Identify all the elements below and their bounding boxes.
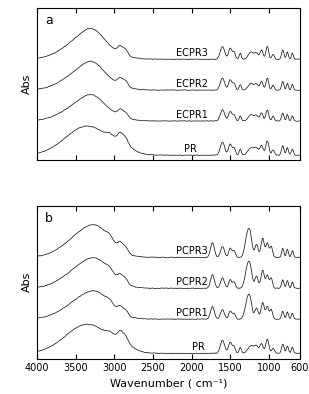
Text: PCPR3: PCPR3 xyxy=(176,246,208,256)
Y-axis label: Abs: Abs xyxy=(22,272,32,292)
Text: PCPR1: PCPR1 xyxy=(176,308,208,318)
Text: b: b xyxy=(45,212,53,225)
Text: ECPR3: ECPR3 xyxy=(176,48,208,58)
Text: ECPR2: ECPR2 xyxy=(176,79,208,89)
X-axis label: Wavenumber ( cm⁻¹): Wavenumber ( cm⁻¹) xyxy=(110,379,227,389)
Text: PR: PR xyxy=(192,342,205,353)
Text: ECPR1: ECPR1 xyxy=(176,110,208,120)
Text: PR: PR xyxy=(184,144,197,154)
Y-axis label: Abs: Abs xyxy=(22,74,32,94)
Text: PCPR2: PCPR2 xyxy=(176,277,208,287)
Text: a: a xyxy=(45,14,53,27)
